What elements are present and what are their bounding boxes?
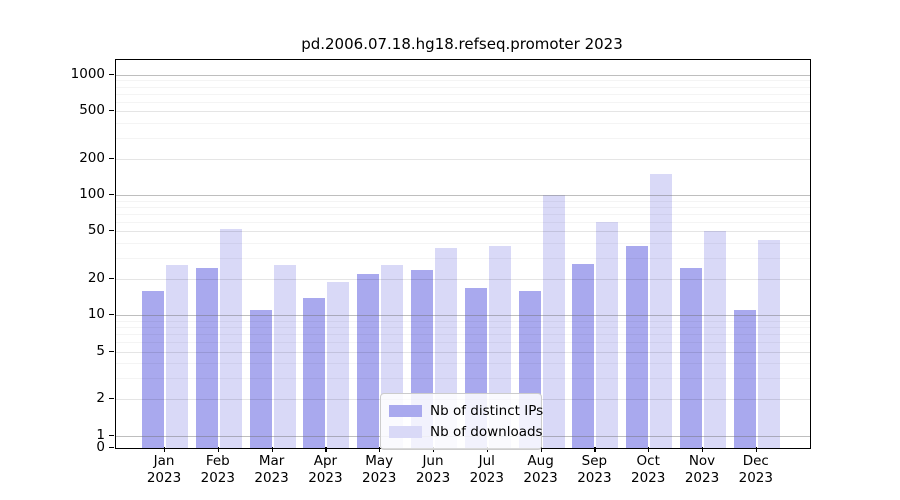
x-tick-label-oct: Oct 2023 (631, 453, 666, 486)
bar-downloads-oct (650, 173, 673, 448)
x-tick-mar (271, 447, 273, 452)
gridline-70 (116, 213, 810, 215)
bar-ips-dec (733, 310, 756, 448)
gridline-50 (116, 231, 810, 233)
x-tick-label-may: May 2023 (362, 453, 397, 486)
bar-ips-oct (626, 245, 649, 448)
gridline-700 (116, 93, 810, 95)
x-tick-label-jul: Jul 2023 (469, 453, 504, 486)
bar-downloads-apr (327, 281, 350, 448)
y-tick-label-100: 100 (79, 186, 105, 203)
y-tick-label-500: 500 (79, 102, 105, 119)
bar-ips-mar (249, 310, 272, 448)
x-tick-label-jan: Jan 2023 (146, 453, 182, 486)
y-tick-5 (109, 350, 114, 352)
y-tick-500 (109, 110, 114, 112)
x-tick-apr (325, 447, 327, 452)
y-tick-label-5: 5 (96, 342, 105, 359)
x-tick-nov (702, 447, 704, 452)
y-tick-1000 (109, 73, 114, 76)
bar-ips-jan (142, 290, 164, 448)
gridline-300 (116, 137, 810, 139)
x-tick-sep (594, 447, 596, 452)
gridline-9 (116, 320, 810, 322)
y-tick-label-10: 10 (87, 306, 105, 323)
plot-area: Nb of distinct IPs Nb of downloads (115, 59, 811, 450)
x-tick-label-dec: Dec 2023 (738, 453, 773, 486)
y-tick-label-50: 50 (87, 222, 105, 239)
gridline-90 (116, 200, 810, 202)
gridline-100 (116, 195, 810, 197)
legend-label-downloads: Nb of downloads (430, 423, 543, 440)
gridline-6 (116, 342, 810, 343)
gridline-10 (116, 315, 810, 317)
x-tick-label-mar: Mar 2023 (254, 453, 289, 486)
gridline-900 (116, 80, 810, 82)
x-tick-aug (540, 447, 542, 452)
gridline-600 (116, 101, 810, 103)
legend: Nb of distinct IPs Nb of downloads (380, 393, 543, 450)
gridline-5 (116, 351, 810, 353)
legend-swatch-downloads (389, 425, 422, 438)
x-tick-dec (755, 447, 757, 452)
y-tick-label-1: 1 (96, 426, 105, 443)
y-tick-2 (109, 398, 114, 400)
x-tick-feb (217, 447, 219, 452)
y-tick-label-200: 200 (79, 149, 105, 166)
x-tick-label-nov: Nov 2023 (684, 453, 720, 486)
gridline-1000 (116, 74, 810, 76)
y-tick-label-2: 2 (96, 390, 105, 407)
gridline-400 (116, 122, 810, 124)
bar-ips-feb (195, 267, 218, 448)
bar-downloads-aug (542, 195, 565, 448)
gridline-800 (116, 86, 810, 88)
gridline-8 (116, 326, 810, 328)
bar-downloads-nov (704, 231, 726, 448)
gridline-3 (116, 378, 810, 380)
x-tick-label-jun: Jun 2023 (415, 453, 451, 486)
chart-title: pd.2006.07.18.hg18.refseq.promoter 2023 (301, 35, 623, 53)
y-tick-label-0: 0 (96, 439, 105, 455)
y-tick-1 (109, 434, 114, 436)
legend-row-distinct-ips: Nb of distinct IPs (389, 400, 543, 421)
gridline-30 (116, 258, 810, 259)
bar-ips-apr (303, 297, 326, 448)
bar-downloads-sep (596, 221, 619, 448)
y-tick-0 (109, 447, 114, 449)
x-tick-label-apr: Apr 2023 (308, 453, 343, 486)
y-tick-200 (109, 157, 114, 160)
legend-label-distinct-ips: Nb of distinct IPs (430, 402, 544, 419)
gridline-200 (116, 158, 810, 160)
y-tick-label-1000: 1000 (70, 65, 105, 82)
x-tick-jan (164, 447, 166, 452)
x-tick-label-feb: Feb 2023 (200, 453, 235, 486)
gridline-80 (116, 206, 810, 208)
x-tick-may (379, 447, 381, 452)
y-tick-100 (109, 194, 114, 196)
gridline-7 (116, 333, 810, 335)
legend-swatch-distinct-ips (389, 404, 422, 417)
gridline-4 (116, 363, 810, 365)
bar-ips-sep (572, 263, 595, 448)
bar-downloads-dec (757, 240, 780, 448)
gridline-500 (116, 111, 810, 113)
gridline-40 (116, 242, 810, 244)
bar-ips-may (357, 274, 380, 448)
legend-row-downloads: Nb of downloads (389, 421, 543, 442)
y-tick-20 (109, 278, 114, 280)
x-tick-oct (648, 447, 650, 452)
bar-downloads-mar (273, 265, 296, 448)
gridline-60 (116, 221, 810, 223)
x-tick-label-aug: Aug 2023 (523, 453, 558, 486)
y-tick-label-20: 20 (87, 270, 105, 287)
bar-ips-nov (680, 267, 702, 448)
bar-downloads-jan (166, 265, 188, 448)
x-tick-label-sep: Sep 2023 (577, 453, 612, 486)
bar-downloads-feb (219, 229, 242, 448)
y-tick-10 (109, 314, 114, 316)
gridline-20 (116, 279, 810, 281)
y-tick-50 (109, 230, 114, 232)
